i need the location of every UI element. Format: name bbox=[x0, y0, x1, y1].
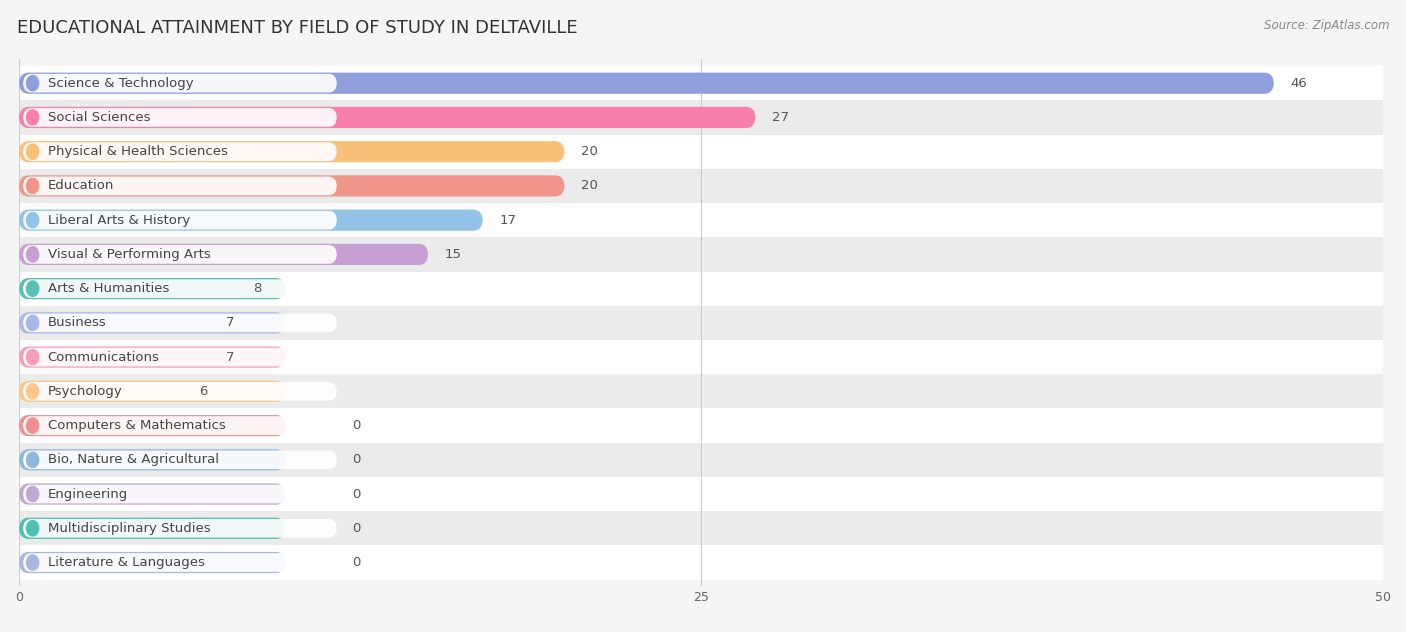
Bar bbox=[20, 374, 1384, 408]
FancyBboxPatch shape bbox=[20, 210, 482, 231]
Text: Literature & Languages: Literature & Languages bbox=[48, 556, 204, 569]
Text: 0: 0 bbox=[352, 487, 360, 501]
FancyBboxPatch shape bbox=[22, 108, 337, 127]
Text: 0: 0 bbox=[352, 453, 360, 466]
Circle shape bbox=[27, 555, 39, 570]
Bar bbox=[20, 511, 1384, 545]
FancyBboxPatch shape bbox=[22, 553, 337, 572]
FancyBboxPatch shape bbox=[22, 211, 337, 229]
Bar bbox=[20, 306, 1384, 340]
FancyBboxPatch shape bbox=[20, 518, 285, 539]
Bar bbox=[20, 340, 1384, 374]
Text: 7: 7 bbox=[226, 317, 235, 329]
FancyBboxPatch shape bbox=[22, 348, 337, 367]
Circle shape bbox=[27, 521, 39, 536]
Text: Visual & Performing Arts: Visual & Performing Arts bbox=[48, 248, 211, 261]
FancyBboxPatch shape bbox=[22, 279, 337, 298]
Bar bbox=[20, 408, 1384, 442]
FancyBboxPatch shape bbox=[20, 141, 565, 162]
Text: Physical & Health Sciences: Physical & Health Sciences bbox=[48, 145, 228, 158]
FancyBboxPatch shape bbox=[22, 313, 337, 332]
FancyBboxPatch shape bbox=[20, 380, 285, 402]
Circle shape bbox=[27, 418, 39, 433]
Text: 15: 15 bbox=[444, 248, 461, 261]
FancyBboxPatch shape bbox=[22, 74, 337, 92]
Text: Science & Technology: Science & Technology bbox=[48, 76, 193, 90]
Circle shape bbox=[27, 144, 39, 159]
FancyBboxPatch shape bbox=[20, 107, 755, 128]
Text: 17: 17 bbox=[499, 214, 516, 227]
FancyBboxPatch shape bbox=[22, 416, 337, 435]
FancyBboxPatch shape bbox=[22, 142, 337, 161]
Bar bbox=[20, 545, 1384, 580]
Text: Business: Business bbox=[48, 317, 107, 329]
Text: Psychology: Psychology bbox=[48, 385, 122, 398]
Text: Education: Education bbox=[48, 179, 114, 192]
Text: 0: 0 bbox=[352, 522, 360, 535]
FancyBboxPatch shape bbox=[22, 176, 337, 195]
Text: Computers & Mathematics: Computers & Mathematics bbox=[48, 419, 225, 432]
Bar bbox=[20, 203, 1384, 237]
Text: Communications: Communications bbox=[48, 351, 159, 363]
Text: Multidisciplinary Studies: Multidisciplinary Studies bbox=[48, 522, 211, 535]
FancyBboxPatch shape bbox=[20, 415, 285, 436]
Circle shape bbox=[27, 178, 39, 193]
Text: Arts & Humanities: Arts & Humanities bbox=[48, 282, 169, 295]
Text: 20: 20 bbox=[581, 179, 598, 192]
Text: Bio, Nature & Agricultural: Bio, Nature & Agricultural bbox=[48, 453, 219, 466]
FancyBboxPatch shape bbox=[20, 175, 565, 197]
Circle shape bbox=[27, 487, 39, 502]
FancyBboxPatch shape bbox=[20, 73, 1274, 94]
Circle shape bbox=[27, 110, 39, 125]
FancyBboxPatch shape bbox=[20, 552, 285, 573]
Bar bbox=[20, 477, 1384, 511]
Circle shape bbox=[27, 349, 39, 365]
Text: 0: 0 bbox=[352, 419, 360, 432]
Text: 7: 7 bbox=[226, 351, 235, 363]
FancyBboxPatch shape bbox=[22, 485, 337, 504]
Circle shape bbox=[27, 452, 39, 468]
Text: 27: 27 bbox=[772, 111, 789, 124]
Circle shape bbox=[27, 212, 39, 228]
Text: Source: ZipAtlas.com: Source: ZipAtlas.com bbox=[1264, 19, 1389, 32]
Circle shape bbox=[27, 281, 39, 296]
Text: EDUCATIONAL ATTAINMENT BY FIELD OF STUDY IN DELTAVILLE: EDUCATIONAL ATTAINMENT BY FIELD OF STUDY… bbox=[17, 19, 578, 37]
FancyBboxPatch shape bbox=[22, 245, 337, 264]
Text: Liberal Arts & History: Liberal Arts & History bbox=[48, 214, 190, 227]
Bar bbox=[20, 66, 1384, 100]
Bar bbox=[20, 135, 1384, 169]
Text: Social Sciences: Social Sciences bbox=[48, 111, 150, 124]
Bar bbox=[20, 237, 1384, 272]
Text: 46: 46 bbox=[1291, 76, 1308, 90]
Text: 6: 6 bbox=[200, 385, 208, 398]
FancyBboxPatch shape bbox=[20, 449, 285, 470]
Circle shape bbox=[27, 76, 39, 91]
Text: 8: 8 bbox=[253, 282, 262, 295]
Circle shape bbox=[27, 384, 39, 399]
FancyBboxPatch shape bbox=[20, 278, 285, 299]
Text: 20: 20 bbox=[581, 145, 598, 158]
Circle shape bbox=[27, 246, 39, 262]
Bar bbox=[20, 442, 1384, 477]
Text: Engineering: Engineering bbox=[48, 487, 128, 501]
Text: 0: 0 bbox=[352, 556, 360, 569]
Bar bbox=[20, 100, 1384, 135]
FancyBboxPatch shape bbox=[20, 312, 285, 334]
FancyBboxPatch shape bbox=[22, 519, 337, 538]
FancyBboxPatch shape bbox=[22, 451, 337, 469]
FancyBboxPatch shape bbox=[20, 483, 285, 505]
Circle shape bbox=[27, 315, 39, 331]
FancyBboxPatch shape bbox=[20, 244, 429, 265]
Bar bbox=[20, 272, 1384, 306]
Bar bbox=[20, 169, 1384, 203]
FancyBboxPatch shape bbox=[22, 382, 337, 401]
FancyBboxPatch shape bbox=[20, 346, 285, 368]
